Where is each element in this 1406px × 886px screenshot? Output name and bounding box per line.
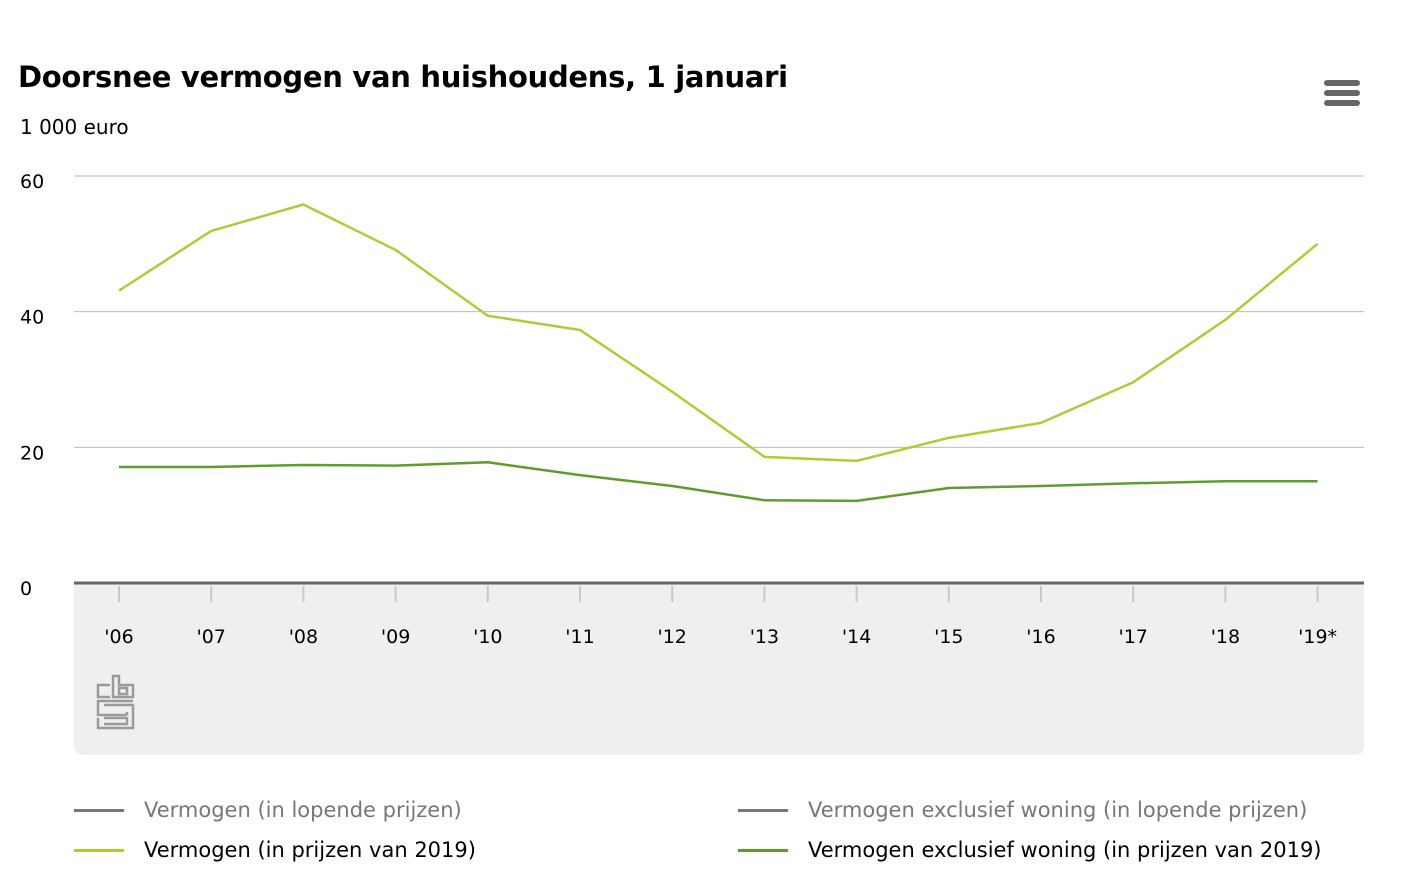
x-tick-label: '07 (196, 626, 225, 648)
x-tick-label: '14 (842, 626, 871, 648)
x-tick-label: '06 (104, 626, 133, 648)
legend-swatch (74, 808, 124, 812)
hamburger-menu-icon[interactable] (1324, 80, 1360, 108)
x-tick-label: '11 (565, 626, 594, 648)
x-tick-label: '17 (1118, 626, 1147, 648)
x-tick-label: '18 (1211, 626, 1240, 648)
x-tick-label: '10 (473, 626, 502, 648)
y-tick-label: 0 (20, 578, 32, 600)
legend-swatch (74, 848, 124, 852)
legend-item[interactable]: Vermogen (in prijzen van 2019) (74, 838, 476, 862)
legend-item[interactable]: Vermogen exclusief woning (in prijzen va… (738, 838, 1322, 862)
legend-label: Vermogen (in prijzen van 2019) (144, 838, 476, 862)
cbs-logo (96, 674, 135, 730)
legend-item[interactable]: Vermogen (in lopende prijzen) (74, 798, 462, 822)
x-tick-label: '16 (1026, 626, 1055, 648)
y-axis-unit-label: 1 000 euro (20, 115, 129, 139)
legend-label: Vermogen exclusief woning (in prijzen va… (808, 838, 1322, 862)
legend-label: Vermogen exclusief woning (in lopende pr… (808, 798, 1308, 822)
y-tick-label: 40 (20, 307, 44, 329)
x-tick-label: '13 (750, 626, 779, 648)
legend-swatch (738, 848, 788, 852)
x-tick-label: '12 (657, 626, 686, 648)
x-axis-band (74, 583, 1364, 755)
legend-item[interactable]: Vermogen exclusief woning (in lopende pr… (738, 798, 1307, 822)
legend-label: Vermogen (in lopende prijzen) (144, 798, 462, 822)
x-tick-label: '08 (289, 626, 318, 648)
series-line (118, 203, 1319, 463)
y-tick-label: 20 (20, 442, 44, 464)
series-line (119, 461, 1318, 503)
y-tick-label: 60 (20, 171, 44, 193)
legend-swatch (738, 808, 788, 812)
chart-title: Doorsnee vermogen van huishoudens, 1 jan… (18, 60, 788, 94)
x-tick-label: '19* (1298, 626, 1337, 648)
x-tick-label: '15 (934, 626, 963, 648)
x-tick-label: '09 (381, 626, 410, 648)
